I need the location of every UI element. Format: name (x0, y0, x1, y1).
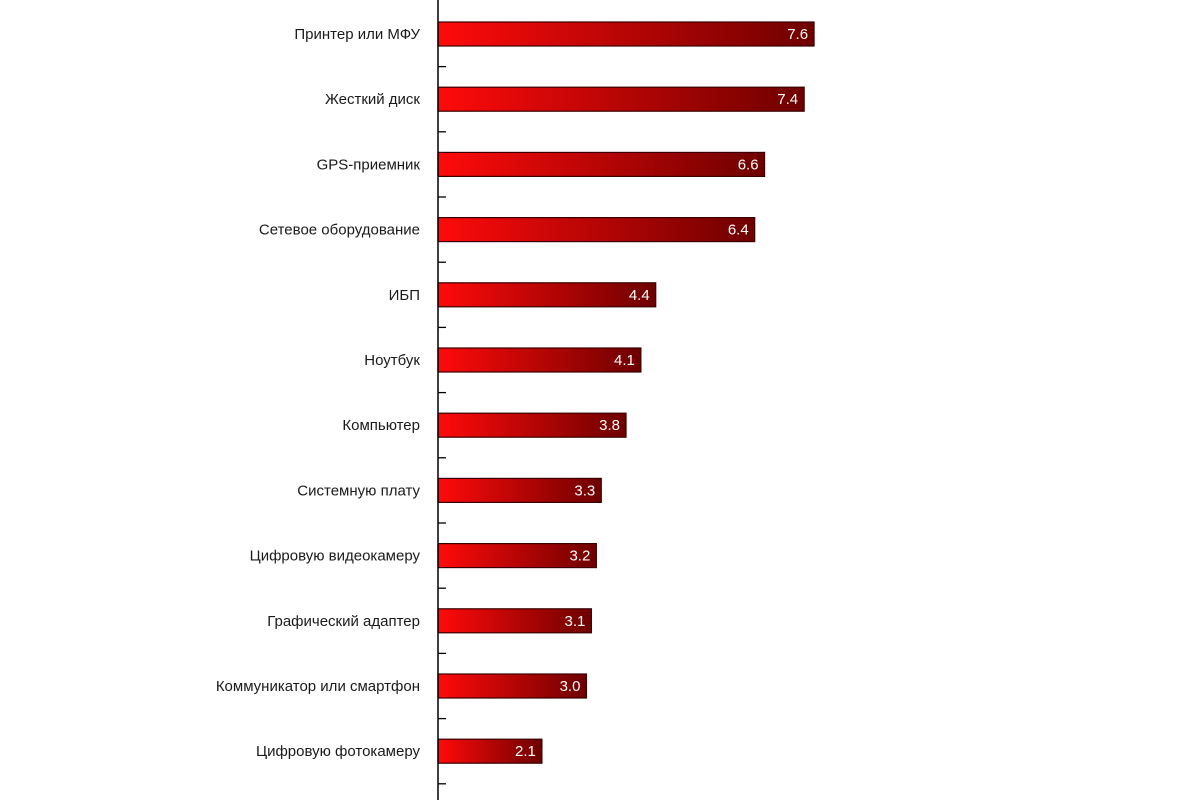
category-label: Цифровую видеокамеру (250, 548, 421, 565)
category-label: Цифровую фотокамеру (256, 743, 421, 760)
bar (437, 151, 766, 177)
category-label: Сетевое оборудование (259, 222, 420, 239)
bar (437, 86, 805, 112)
bar (437, 412, 627, 438)
bar (437, 608, 592, 634)
bar (437, 282, 657, 308)
value-label: 7.6 (787, 26, 808, 43)
category-label: Системную плату (297, 482, 420, 499)
bar (437, 21, 815, 47)
value-label: 3.1 (565, 613, 586, 630)
category-label: Компьютер (342, 417, 420, 434)
category-label: Ноутбук (364, 352, 420, 369)
category-label: Жесткий диск (325, 91, 420, 108)
value-label: 3.8 (599, 417, 620, 434)
value-label: 2.1 (515, 743, 536, 760)
category-label: ИБП (389, 287, 420, 304)
bar (437, 738, 543, 764)
value-label: 7.4 (777, 91, 798, 108)
category-label: GPS-приемник (317, 156, 421, 173)
bar (437, 542, 597, 569)
bar (437, 477, 602, 503)
value-label: 6.6 (738, 156, 759, 173)
value-label: 4.4 (629, 287, 650, 304)
bar (437, 217, 756, 243)
value-label: 3.3 (574, 482, 595, 499)
category-label: Принтер или МФУ (294, 26, 420, 43)
category-label: Коммуникатор или смартфон (216, 678, 420, 695)
value-label: 3.2 (569, 548, 590, 565)
value-label: 6.4 (728, 222, 749, 239)
category-label: Графический адаптер (267, 613, 420, 630)
value-label: 3.0 (560, 678, 581, 695)
value-label: 4.1 (614, 352, 635, 369)
bar (437, 347, 642, 373)
bar (437, 673, 588, 699)
